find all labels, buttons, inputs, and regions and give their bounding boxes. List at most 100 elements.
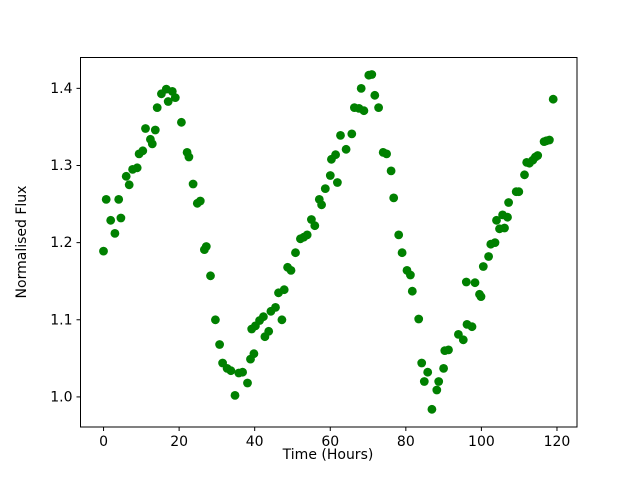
data-point: [370, 90, 380, 100]
data-point: [152, 103, 162, 112]
data-point: [476, 292, 486, 301]
x-tick-label: 20: [170, 434, 188, 450]
data-point: [101, 195, 111, 204]
data-point: [333, 178, 342, 187]
data-point: [341, 144, 351, 154]
data-point: [310, 221, 320, 231]
x-axis-label: Time (Hours): [282, 447, 374, 463]
x-tick-label: 120: [544, 434, 571, 450]
data-point: [121, 171, 131, 181]
data-point: [259, 312, 268, 322]
data-point: [264, 326, 274, 336]
data-point: [106, 215, 116, 225]
data-point: [394, 230, 404, 240]
data-point: [317, 200, 326, 210]
data-point: [533, 151, 543, 160]
y-tick-label: 1.3: [50, 158, 72, 174]
data-point: [359, 106, 369, 116]
data-point: [367, 70, 377, 79]
x-tick-label: 60: [321, 434, 339, 450]
data-point: [336, 131, 345, 140]
data-point: [150, 125, 160, 135]
x-tick-label: 100: [468, 434, 495, 450]
data-point: [243, 378, 252, 388]
data-point: [226, 366, 236, 376]
data-point: [110, 229, 120, 238]
data-point: [374, 103, 383, 112]
axes-frame: [80, 57, 578, 428]
data-point: [458, 335, 468, 345]
data-point: [432, 385, 442, 395]
data-point: [291, 248, 300, 258]
data-point: [419, 377, 429, 386]
data-point: [206, 271, 215, 281]
data-point: [414, 314, 424, 324]
data-point: [277, 315, 287, 325]
data-point: [249, 349, 259, 359]
data-point: [470, 278, 480, 288]
data-point: [132, 163, 142, 173]
x-tick-label: 0: [99, 434, 108, 450]
data-point: [99, 246, 108, 256]
data-point: [504, 198, 513, 207]
data-point: [230, 391, 240, 400]
data-point: [138, 146, 148, 156]
data-point: [406, 270, 415, 280]
data-point: [382, 149, 391, 159]
data-point: [163, 97, 173, 106]
data-point: [177, 117, 186, 127]
y-tick-label: 1.0: [50, 389, 72, 405]
data-point: [427, 404, 437, 414]
data-point: [386, 166, 396, 176]
y-axis-label: Normalised Flux: [14, 185, 30, 299]
data-point: [279, 285, 289, 295]
y-tick-label: 1.1: [50, 312, 72, 328]
data-point: [434, 377, 444, 386]
data-point: [271, 303, 280, 312]
data-point: [423, 367, 433, 377]
data-point: [170, 93, 180, 102]
data-point: [147, 139, 157, 149]
data-point: [302, 230, 312, 240]
data-point: [397, 248, 407, 258]
data-point: [325, 171, 335, 180]
data-point: [520, 170, 529, 180]
y-tick-label: 1.2: [50, 235, 72, 251]
data-point: [195, 196, 205, 206]
data-point: [331, 150, 340, 160]
data-point: [407, 286, 417, 296]
data-point: [347, 129, 357, 139]
data-point: [478, 262, 488, 271]
data-point: [514, 187, 524, 197]
data-point: [439, 364, 448, 373]
data-point: [467, 322, 477, 332]
data-point: [484, 252, 493, 261]
data-point: [320, 184, 330, 194]
data-point: [238, 367, 248, 377]
data-point: [545, 135, 554, 145]
data-point: [201, 242, 211, 251]
data-point: [184, 152, 194, 162]
data-point: [490, 238, 500, 248]
data-point: [141, 124, 150, 133]
data-point: [356, 84, 366, 93]
data-point: [215, 340, 225, 349]
x-tick-label: 80: [397, 434, 415, 450]
data-point: [211, 315, 220, 325]
y-tick-label: 1.4: [50, 81, 72, 97]
x-tick-label: 40: [246, 434, 264, 450]
data-point: [389, 193, 399, 203]
data-point: [492, 215, 501, 225]
data-point: [548, 94, 558, 104]
data-point: [461, 277, 471, 287]
data-point: [500, 223, 509, 233]
data-point: [286, 266, 296, 275]
data-point: [114, 195, 124, 204]
data-point: [124, 180, 134, 190]
data-point: [417, 358, 427, 368]
data-point: [116, 213, 126, 223]
data-point: [503, 212, 512, 222]
data-point: [444, 345, 453, 355]
